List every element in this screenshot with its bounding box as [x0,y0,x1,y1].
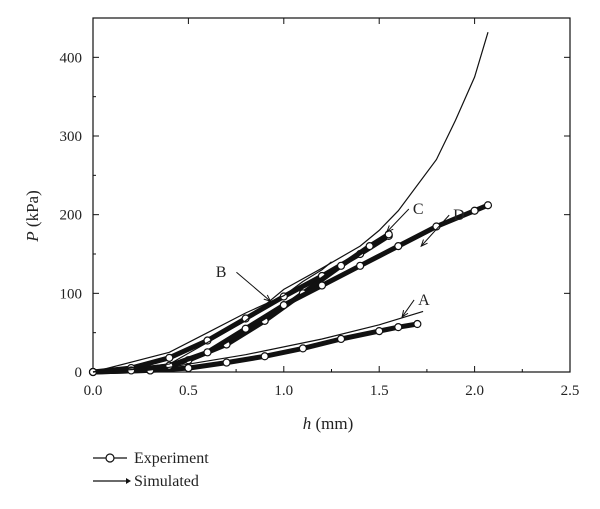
experiment-series-c [88,230,393,377]
arrow-head [385,225,394,233]
simulated-curve [92,32,489,373]
arrow-head [420,239,428,248]
y-tick-label: 300 [60,129,83,145]
experiment-point [336,261,346,270]
experiment-point [384,230,393,239]
legend-simulated-marker [126,478,131,484]
experiment-point [241,324,250,333]
experiment-point [298,344,307,353]
x-axis-label: h (mm) [303,414,354,433]
experiment-point [356,261,365,270]
y-tick-label: 200 [60,208,83,224]
y-tick-label: 100 [60,286,83,302]
arrow-head [263,294,272,303]
annotation-arrow [401,299,415,318]
legend-experiment-marker [105,453,115,463]
experiment-point [394,323,403,332]
legend-experiment-label: Experiment [134,450,209,467]
x-tick-label: 2.0 [465,383,484,399]
experiment-band [90,202,491,375]
x-tick-label: 2.5 [561,383,580,399]
experiment-point [260,352,269,361]
experiment-band [90,233,392,375]
annotation-label: C [413,201,424,218]
legend-item-simulated: Simulated [93,473,199,490]
annotation-arrow [236,271,271,302]
experiment-point [394,242,403,251]
experiment-series-d [88,201,493,377]
experiment-point [375,326,384,336]
experiment-point [317,281,327,290]
plot-frame [92,17,571,373]
experiment-point [470,206,479,215]
plot-area: 0.0 0.5 1.0 1.5 2.0 2.5 0 100 200 300 400 [60,17,580,399]
y-tick-label: 0 [75,365,83,381]
annotation-label: B [216,264,227,281]
experiment-point [184,363,193,373]
experiment-point [165,353,174,362]
series-layer [88,32,493,377]
experiment-point [203,348,212,357]
experiment-point [413,319,422,329]
experiment-point [222,358,231,367]
legend-item-experiment: Experiment [93,450,209,467]
x-tick-label: 0.5 [179,383,198,399]
annotations-layer: A B C D [216,201,465,318]
experiment-point [279,301,288,310]
annotation-c: C [385,201,424,233]
y-tick-label: 400 [60,50,83,66]
annotation-a: A [401,292,430,318]
annotation-arrow [420,214,450,247]
x-tick-label: 1.5 [370,383,389,399]
annotation-label: A [418,292,430,309]
annotation-label: D [453,207,465,224]
experiment-point [365,242,374,251]
experiment-point [336,334,346,344]
arrow-head [401,309,409,318]
y-axis-label: P (kPa) [23,190,42,242]
experiment-point [483,201,493,210]
annotation-d: D [420,207,465,248]
x-tick-label: 1.0 [274,383,293,399]
annotation-arrow [386,208,410,233]
annotation-b: B [216,264,272,303]
legend-simulated-label: Simulated [134,473,199,490]
legend: Experiment Simulated [93,450,209,490]
simulated-curve [92,261,332,373]
x-tick-label: 0.0 [84,383,103,399]
simulated-curve [92,310,424,373]
